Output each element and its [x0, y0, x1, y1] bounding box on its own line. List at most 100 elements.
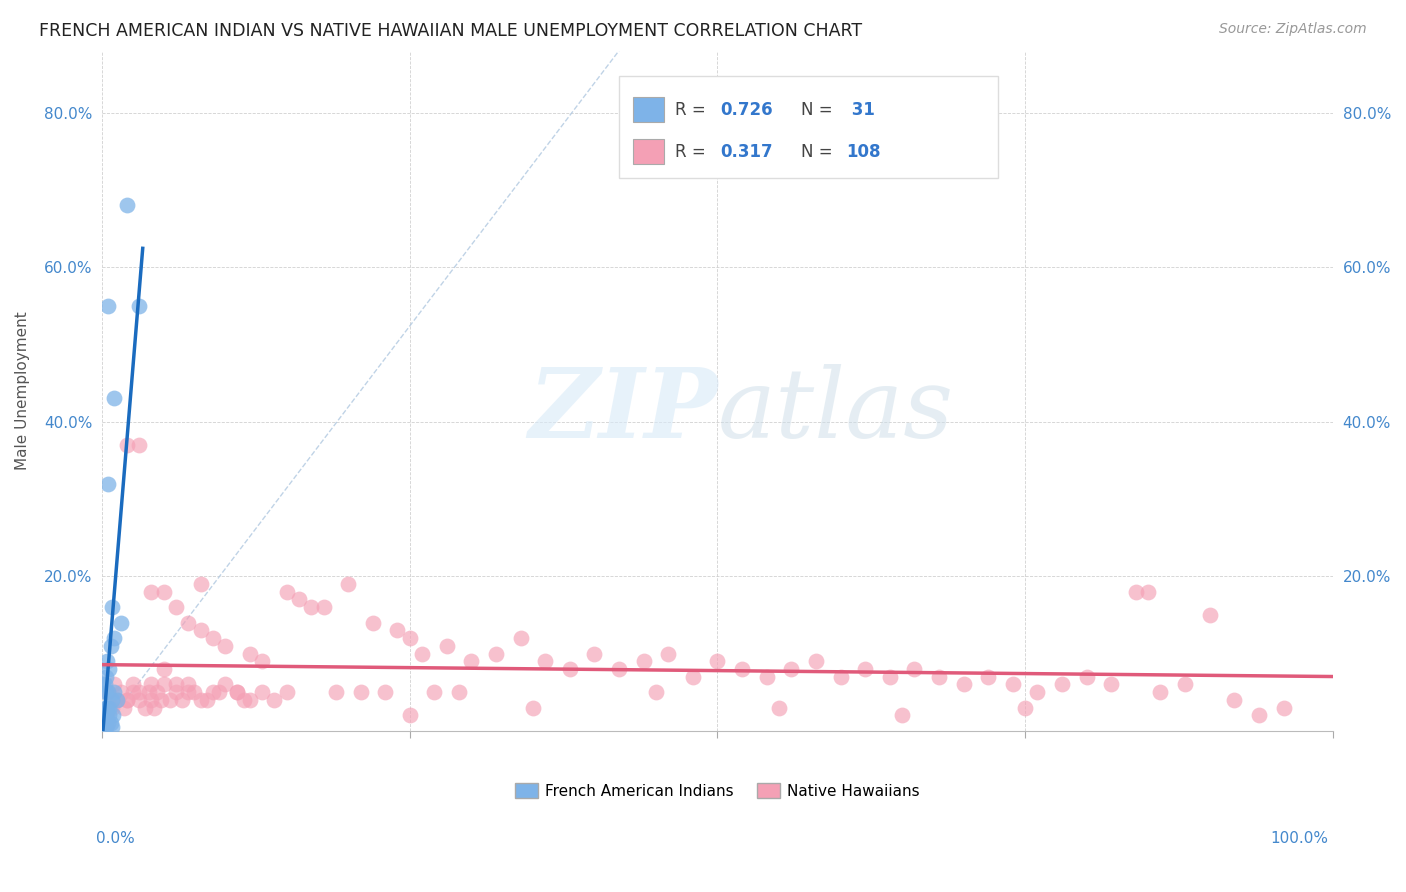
Point — [101, 700, 124, 714]
Point — [103, 392, 125, 406]
Text: N =: N = — [801, 101, 838, 119]
Point — [159, 693, 181, 707]
Point — [115, 693, 138, 707]
Text: 0.726: 0.726 — [720, 101, 772, 119]
Point — [97, 685, 120, 699]
Point — [682, 670, 704, 684]
Point — [232, 693, 254, 707]
Point — [165, 677, 187, 691]
Point — [165, 685, 187, 699]
Text: 0.0%: 0.0% — [96, 831, 135, 846]
Point — [101, 720, 124, 734]
Point — [101, 693, 124, 707]
Point — [98, 662, 121, 676]
Point — [208, 685, 231, 699]
Point — [460, 654, 482, 668]
Point — [558, 662, 581, 676]
Point — [1149, 685, 1171, 699]
Point — [190, 577, 212, 591]
Point — [349, 685, 371, 699]
Point — [731, 662, 754, 676]
Text: R =: R = — [675, 101, 711, 119]
Point — [633, 654, 655, 668]
Point — [509, 631, 531, 645]
Point — [226, 685, 249, 699]
Point — [96, 654, 118, 668]
Point — [583, 647, 606, 661]
Point — [522, 700, 544, 714]
Point — [138, 685, 160, 699]
Point — [1198, 607, 1220, 622]
Point — [103, 708, 125, 723]
Point — [177, 677, 200, 691]
Legend: French American Indians, Native Hawaiians: French American Indians, Native Hawaiian… — [509, 777, 927, 805]
Point — [98, 708, 121, 723]
Point — [226, 685, 249, 699]
Text: Source: ZipAtlas.com: Source: ZipAtlas.com — [1219, 22, 1367, 37]
Point — [101, 600, 124, 615]
Text: ZIP: ZIP — [527, 364, 717, 458]
Point — [97, 685, 120, 699]
Point — [112, 700, 135, 714]
Point — [96, 700, 118, 714]
Point — [128, 685, 150, 699]
Text: FRENCH AMERICAN INDIAN VS NATIVE HAWAIIAN MALE UNEMPLOYMENT CORRELATION CHART: FRENCH AMERICAN INDIAN VS NATIVE HAWAIIA… — [39, 22, 862, 40]
Point — [804, 654, 827, 668]
Point — [105, 693, 128, 707]
Point — [201, 685, 224, 699]
Point — [1272, 700, 1295, 714]
Point — [436, 639, 458, 653]
Point — [152, 662, 174, 676]
Point — [110, 615, 132, 630]
Point — [1099, 677, 1122, 691]
Point — [299, 600, 322, 615]
Point — [239, 647, 262, 661]
Point — [361, 615, 384, 630]
Point — [110, 685, 132, 699]
Point — [830, 670, 852, 684]
Y-axis label: Male Unemployment: Male Unemployment — [15, 311, 30, 470]
Point — [141, 584, 163, 599]
Point — [288, 592, 311, 607]
Point — [398, 631, 420, 645]
Point — [128, 299, 150, 313]
Point — [150, 693, 173, 707]
Point — [190, 624, 212, 638]
Point — [100, 639, 122, 653]
Point — [105, 693, 128, 707]
Point — [93, 677, 115, 691]
Point — [534, 654, 557, 668]
Text: R =: R = — [675, 143, 711, 161]
Point — [337, 577, 360, 591]
Point — [1247, 708, 1270, 723]
Point — [214, 677, 236, 691]
Point — [97, 476, 120, 491]
Point — [1001, 677, 1024, 691]
Point — [94, 720, 117, 734]
Point — [115, 693, 138, 707]
Point — [100, 716, 122, 731]
Point — [122, 685, 145, 699]
Point — [325, 685, 347, 699]
Point — [195, 693, 218, 707]
Text: 31: 31 — [846, 101, 876, 119]
Point — [1174, 677, 1197, 691]
Text: 108: 108 — [846, 143, 882, 161]
Point — [706, 654, 728, 668]
Point — [977, 670, 1000, 684]
Point — [103, 685, 125, 699]
Point — [152, 584, 174, 599]
Point — [879, 670, 901, 684]
Point — [411, 647, 433, 661]
Point — [201, 631, 224, 645]
Point — [97, 716, 120, 731]
Point — [239, 693, 262, 707]
Point — [312, 600, 335, 615]
Point — [1014, 700, 1036, 714]
Point — [122, 677, 145, 691]
Point — [172, 693, 194, 707]
Point — [276, 685, 298, 699]
Text: 0.317: 0.317 — [720, 143, 772, 161]
Point — [146, 685, 169, 699]
Point — [276, 584, 298, 599]
